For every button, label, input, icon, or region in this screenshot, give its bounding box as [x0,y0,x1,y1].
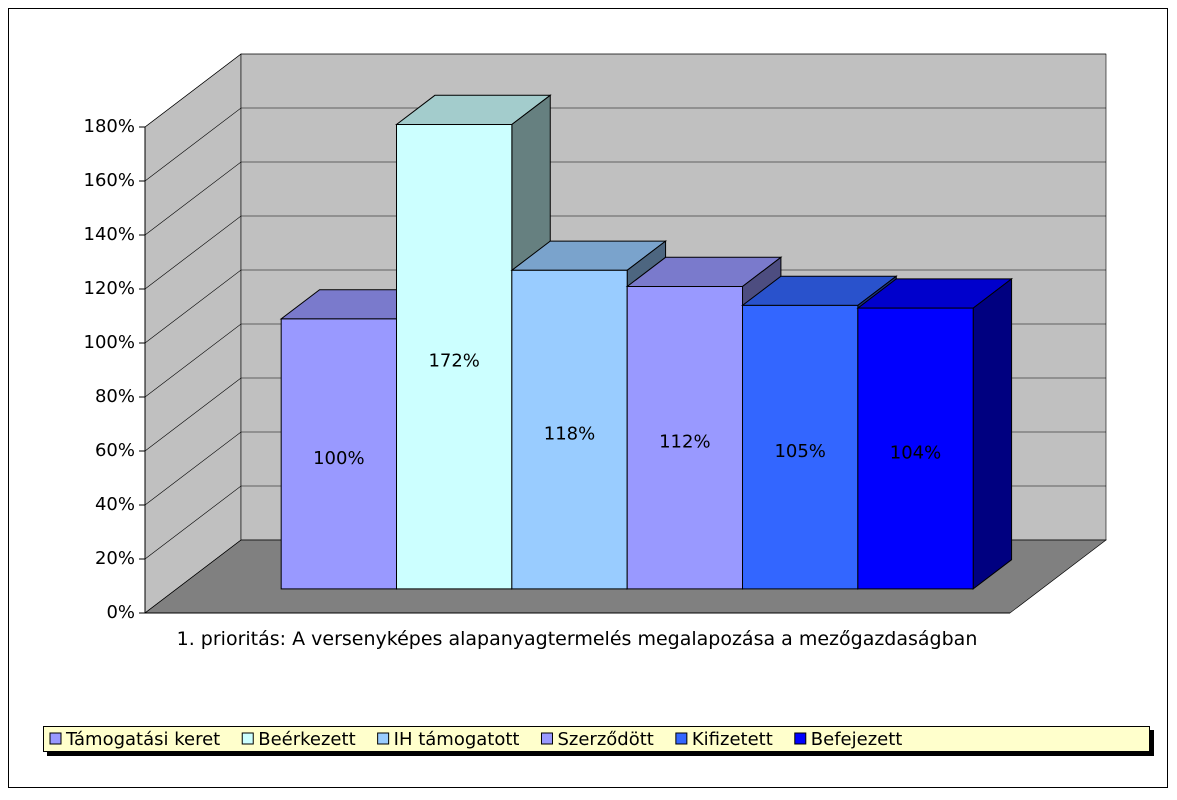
bar-front [742,304,859,590]
y-tick-label: 100% [84,332,135,353]
legend-label: IH támogatott [394,729,520,750]
grid-line [144,215,1106,290]
side-wall [144,53,242,614]
legend-label: Szerződött [557,729,653,750]
y-tick-label: 40% [95,494,135,515]
bar-front [511,269,628,590]
data-label: 105% [774,441,825,462]
legend-swatch [540,732,553,745]
legend-label: Beérkezett [258,729,355,750]
grid-line [144,53,1106,128]
y-tick-label: 180% [84,116,135,137]
bar: 104% [856,277,1014,590]
legend-label: Támogatási keret [65,729,220,750]
bar-front [857,307,974,590]
legend-swatch [675,732,688,745]
grid-line [144,107,1106,182]
x-category-label: 1. prioritás: A versenyképes alapanyagte… [176,628,978,650]
legend-swatch [241,732,254,745]
grid-line [144,161,1106,236]
legend [43,726,1150,752]
y-tick-label: 80% [95,386,135,407]
plot: 0% 20% 40% 60% 80% 100% 120% 140% 160% 180% 100% 17… [84,53,1107,623]
y-tick-label: 60% [95,440,135,461]
bar-front [280,318,398,590]
legend-label: Befejezett [811,729,903,750]
legend-swatch [49,732,62,745]
data-label: 172% [428,351,479,372]
grid-line [144,269,1106,344]
legend-label: Kifizetett [692,729,773,750]
data-label: 118% [544,424,595,445]
legend-swatch [377,732,390,745]
y-tick-label: 160% [84,170,135,191]
bar-front [396,124,513,590]
legend-swatch [794,732,807,745]
data-label: 112% [659,432,710,453]
y-tick-label: 140% [84,224,135,245]
y-tick-label: 20% [95,548,135,569]
data-label: 100% [313,448,364,469]
legend-items: Támogatási keret Beérkezett IH támogatott S… [49,729,903,750]
y-tick-label: 0% [106,602,135,623]
data-label: 104% [890,443,941,464]
y-tick-label: 120% [84,278,135,299]
bar-side [972,277,1013,590]
